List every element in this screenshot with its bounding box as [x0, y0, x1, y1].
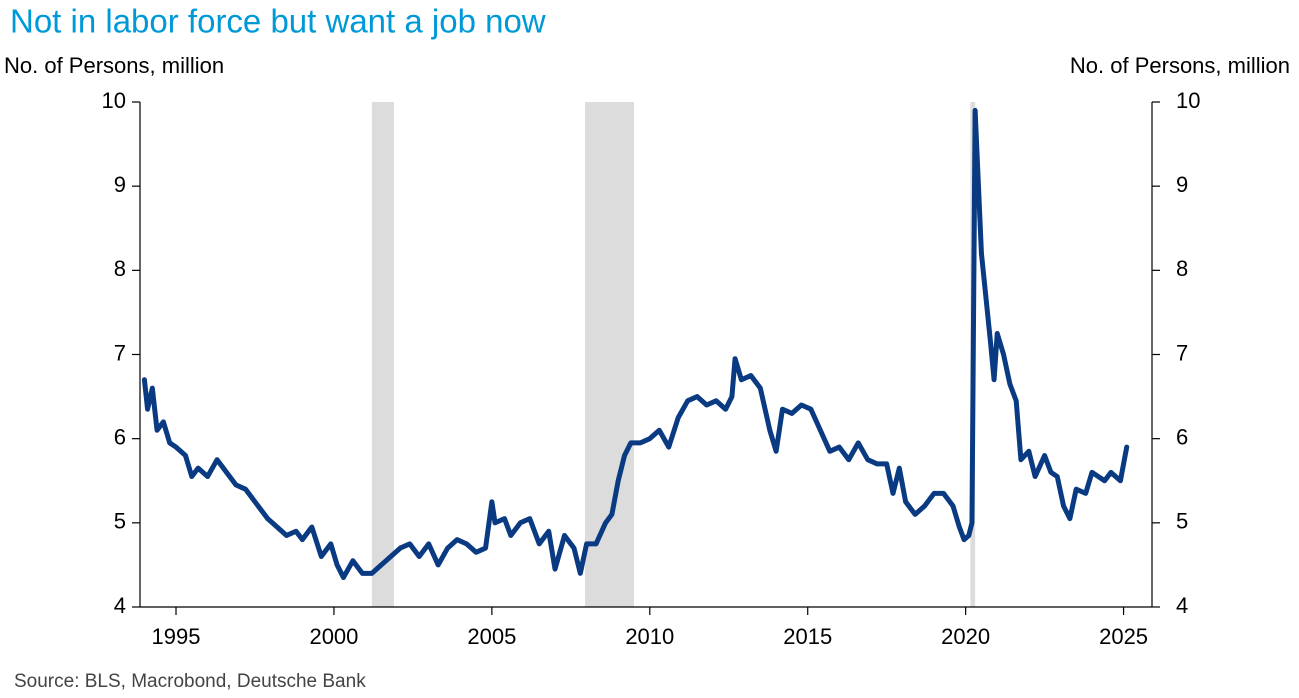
y-tick-label: 9: [114, 172, 126, 197]
x-tick-label: 2020: [941, 624, 990, 649]
y-tick-label: 6: [114, 424, 126, 449]
y2-tick-label: 4: [1176, 593, 1188, 618]
x-tick-label: 2015: [783, 624, 832, 649]
y-tick-label: 10: [102, 88, 126, 113]
y2-tick-label: 7: [1176, 340, 1188, 365]
y2-tick-label: 10: [1176, 88, 1200, 113]
y-tick-label: 8: [114, 256, 126, 281]
y2-tick-label: 8: [1176, 256, 1188, 281]
y-tick-label: 4: [114, 593, 126, 618]
chart-title: Not in labor force but want a job now: [10, 3, 546, 40]
y-tick-label: 5: [114, 509, 126, 534]
x-tick-label: 1995: [152, 624, 201, 649]
source: Source: BLS, Macrobond, Deutsche Bank: [14, 671, 366, 692]
y2-axis-label: No. of Persons, million: [1070, 53, 1290, 78]
data-line: [141, 107, 1130, 581]
x-tick-label: 2000: [309, 624, 358, 649]
y-tick-label: 7: [114, 340, 126, 365]
y2-tick-label: 5: [1176, 509, 1188, 534]
recession-shade: [585, 102, 634, 607]
y-axis-label: No. of Persons, million: [4, 53, 224, 78]
x-tick-label: 2010: [625, 624, 674, 649]
x-tick-label: 2005: [467, 624, 516, 649]
y2-tick-label: 6: [1176, 424, 1188, 449]
x-tick-label: 2025: [1099, 624, 1148, 649]
recession-shade: [371, 102, 394, 607]
y2-tick-label: 9: [1176, 172, 1188, 197]
